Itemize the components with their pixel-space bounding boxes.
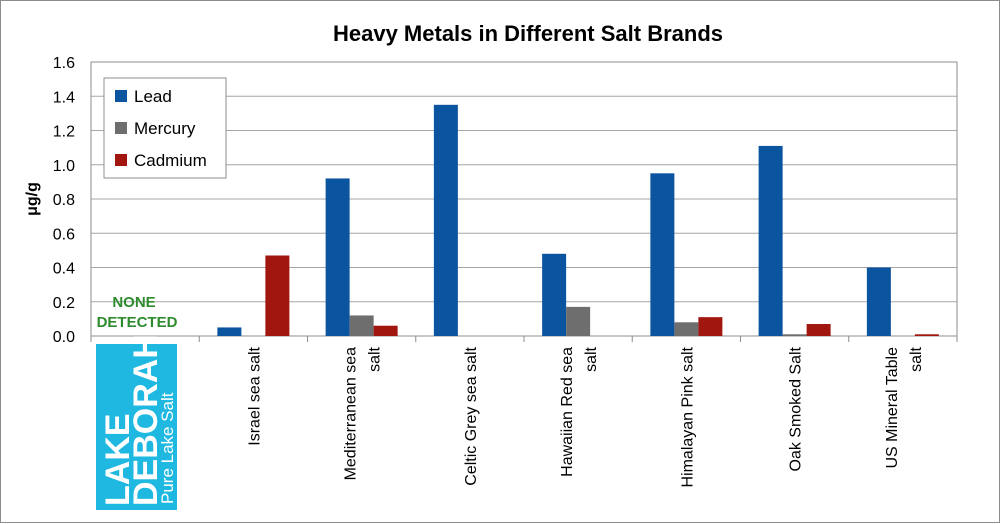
logo-word-lake: LAKE — [99, 413, 137, 506]
category-label: Celtic Grey sea salt — [463, 346, 480, 485]
category-label-line: Mediterranean sea — [343, 347, 360, 481]
category-labels: Israel sea salt Mediterranean sea salt Celt… — [246, 346, 925, 487]
logo-background — [96, 344, 177, 510]
legend: Lead Mercury Cadmium — [103, 77, 227, 179]
legend-swatch-lead — [115, 90, 127, 102]
category-label-line: US Mineral Table — [884, 347, 901, 469]
bar-cadmium — [914, 334, 939, 336]
y-tick-label: 0.4 — [53, 261, 75, 278]
legend-swatch-mercury — [115, 122, 127, 134]
none-detected-annotation: NONE DETECTED — [97, 294, 178, 331]
category-label-line: salt — [367, 346, 384, 371]
bar-lead — [217, 327, 242, 336]
category-label: Mediterranean sea salt — [343, 346, 384, 480]
chart-title: Heavy Metals in Different Salt Brands — [333, 21, 723, 46]
bar-mercury — [566, 306, 591, 336]
gridlines — [90, 61, 958, 342]
y-tick-label: 0.0 — [53, 329, 75, 346]
legend-swatch-cadmium — [115, 154, 127, 166]
logo-word-deborah: DEBORAH — [127, 334, 165, 506]
bar-lead — [866, 267, 891, 336]
category-label: Himalayan Pink salt — [679, 346, 696, 487]
legend-label-lead: Lead — [134, 87, 172, 106]
bar-cadmium — [265, 255, 290, 336]
category-label-line: Israel sea salt — [246, 346, 263, 445]
annotation-line-2: DETECTED — [97, 314, 178, 331]
legend-label-cadmium: Cadmium — [134, 151, 207, 170]
bar-cadmium — [698, 317, 723, 336]
category-label-line: salt — [583, 346, 600, 371]
category-label-line: Celtic Grey sea salt — [463, 346, 480, 485]
category-label: Israel sea salt — [246, 346, 263, 445]
legend-label-mercury: Mercury — [134, 119, 196, 138]
category-label: Hawaiian Red sea salt — [559, 346, 600, 476]
y-tick-label: 1.4 — [53, 89, 75, 106]
y-tick-label: 0.6 — [53, 226, 75, 243]
category-label-line: Oak Smoked Salt — [788, 346, 805, 471]
bar-lead — [758, 145, 783, 336]
bar-mercury — [349, 315, 374, 336]
category-label-line: Himalayan Pink salt — [679, 346, 696, 487]
lake-deborah-logo: LAKE DEBORAH Pure Lake Salt — [96, 334, 177, 510]
y-axis-label: μg/g — [24, 182, 41, 216]
annotation-line-1: NONE — [112, 294, 155, 311]
bar-lead — [650, 173, 675, 336]
category-label: Oak Smoked Salt — [788, 346, 805, 471]
category-label-line: Hawaiian Red sea — [559, 347, 576, 477]
y-tick-label: 1.0 — [53, 158, 75, 175]
category-label-line: salt — [908, 346, 925, 371]
bar-cadmium — [373, 325, 398, 336]
bar-lead — [325, 178, 350, 336]
y-tick-labels: 0.0 0.2 0.4 0.6 0.8 1.0 1.2 1.4 1.6 — [53, 55, 75, 346]
y-tick-label: 1.6 — [53, 55, 75, 72]
bar-mercury — [782, 334, 807, 336]
y-tick-label: 0.2 — [53, 295, 75, 312]
bar-lead — [542, 253, 567, 336]
bar-cadmium — [806, 324, 831, 336]
logo-tagline: Pure Lake Salt — [158, 392, 177, 504]
y-tick-label: 0.8 — [53, 192, 75, 209]
category-label: US Mineral Table salt — [884, 346, 925, 468]
bar-mercury — [674, 322, 699, 336]
y-tick-label: 1.2 — [53, 124, 75, 141]
bars — [217, 104, 939, 336]
bar-lead — [433, 104, 458, 336]
